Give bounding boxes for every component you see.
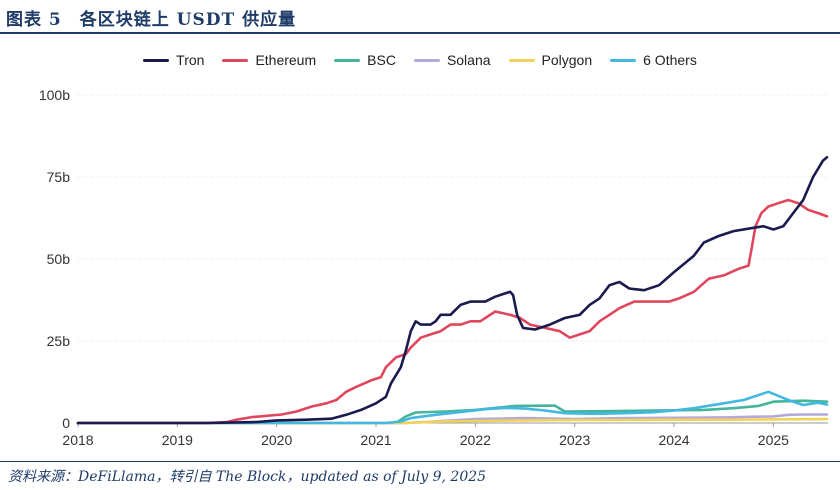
- title-bar: 图表 5 各区块链上 USDT 供应量: [0, 0, 840, 34]
- legend-swatch: [143, 58, 170, 62]
- legend-swatch: [610, 58, 637, 62]
- legend-swatch: [413, 58, 440, 62]
- legend-item: Solana: [413, 52, 491, 68]
- legend-label: Ethereum: [255, 52, 317, 68]
- series-line-6-others: [76, 390, 829, 425]
- x-tick-label: 2022: [460, 432, 491, 448]
- y-tick-label: 50b: [47, 251, 71, 267]
- footer-divider: [0, 461, 840, 462]
- x-tick-label: 2018: [62, 432, 93, 448]
- legend-label: 6 Others: [643, 52, 697, 68]
- x-tick-label: 2025: [758, 432, 789, 448]
- figure-title: 图表 5 各区块链上 USDT 供应量: [6, 10, 297, 30]
- y-tick-label: 0: [62, 415, 70, 431]
- series-line-polygon: [76, 417, 829, 425]
- x-tick-label: 2023: [559, 432, 590, 448]
- legend-item: 6 Others: [610, 52, 697, 68]
- series-line-tron: [76, 156, 829, 425]
- legend-swatch: [334, 58, 361, 62]
- legend-item: Tron: [143, 52, 204, 68]
- chart-legend: Tron Ethereum BSC Solana Polygon 6 Others: [0, 48, 840, 72]
- usdt-supply-line-chart: 0 25b 50b 75b 100b 2018 2019 2020 2021 2022 2023 20…: [39, 87, 829, 448]
- x-tick-label: 2024: [658, 432, 689, 448]
- legend-swatch: [508, 58, 535, 62]
- source-note: 资料来源：DeFiLlama，转引自 The Block，updated as …: [8, 469, 487, 485]
- y-tick-label: 25b: [47, 333, 71, 349]
- legend-label: BSC: [367, 52, 396, 68]
- series-line-ethereum: [76, 198, 829, 425]
- y-tick-label: 100b: [39, 87, 70, 103]
- legend-label: Tron: [176, 52, 205, 68]
- legend-label: Solana: [446, 52, 491, 68]
- title-divider: [0, 32, 840, 34]
- x-tick-label: 2021: [360, 432, 391, 448]
- legend-swatch: [222, 58, 249, 62]
- series-line-bsc: [76, 399, 829, 425]
- legend-item: BSC: [334, 52, 396, 68]
- legend-label: Polygon: [541, 52, 593, 68]
- legend-item: Ethereum: [222, 52, 316, 68]
- x-tick-label: 2019: [162, 432, 193, 448]
- y-tick-label: 75b: [47, 169, 71, 185]
- x-tick-label: 2020: [261, 432, 292, 448]
- legend-item: Polygon: [508, 52, 593, 68]
